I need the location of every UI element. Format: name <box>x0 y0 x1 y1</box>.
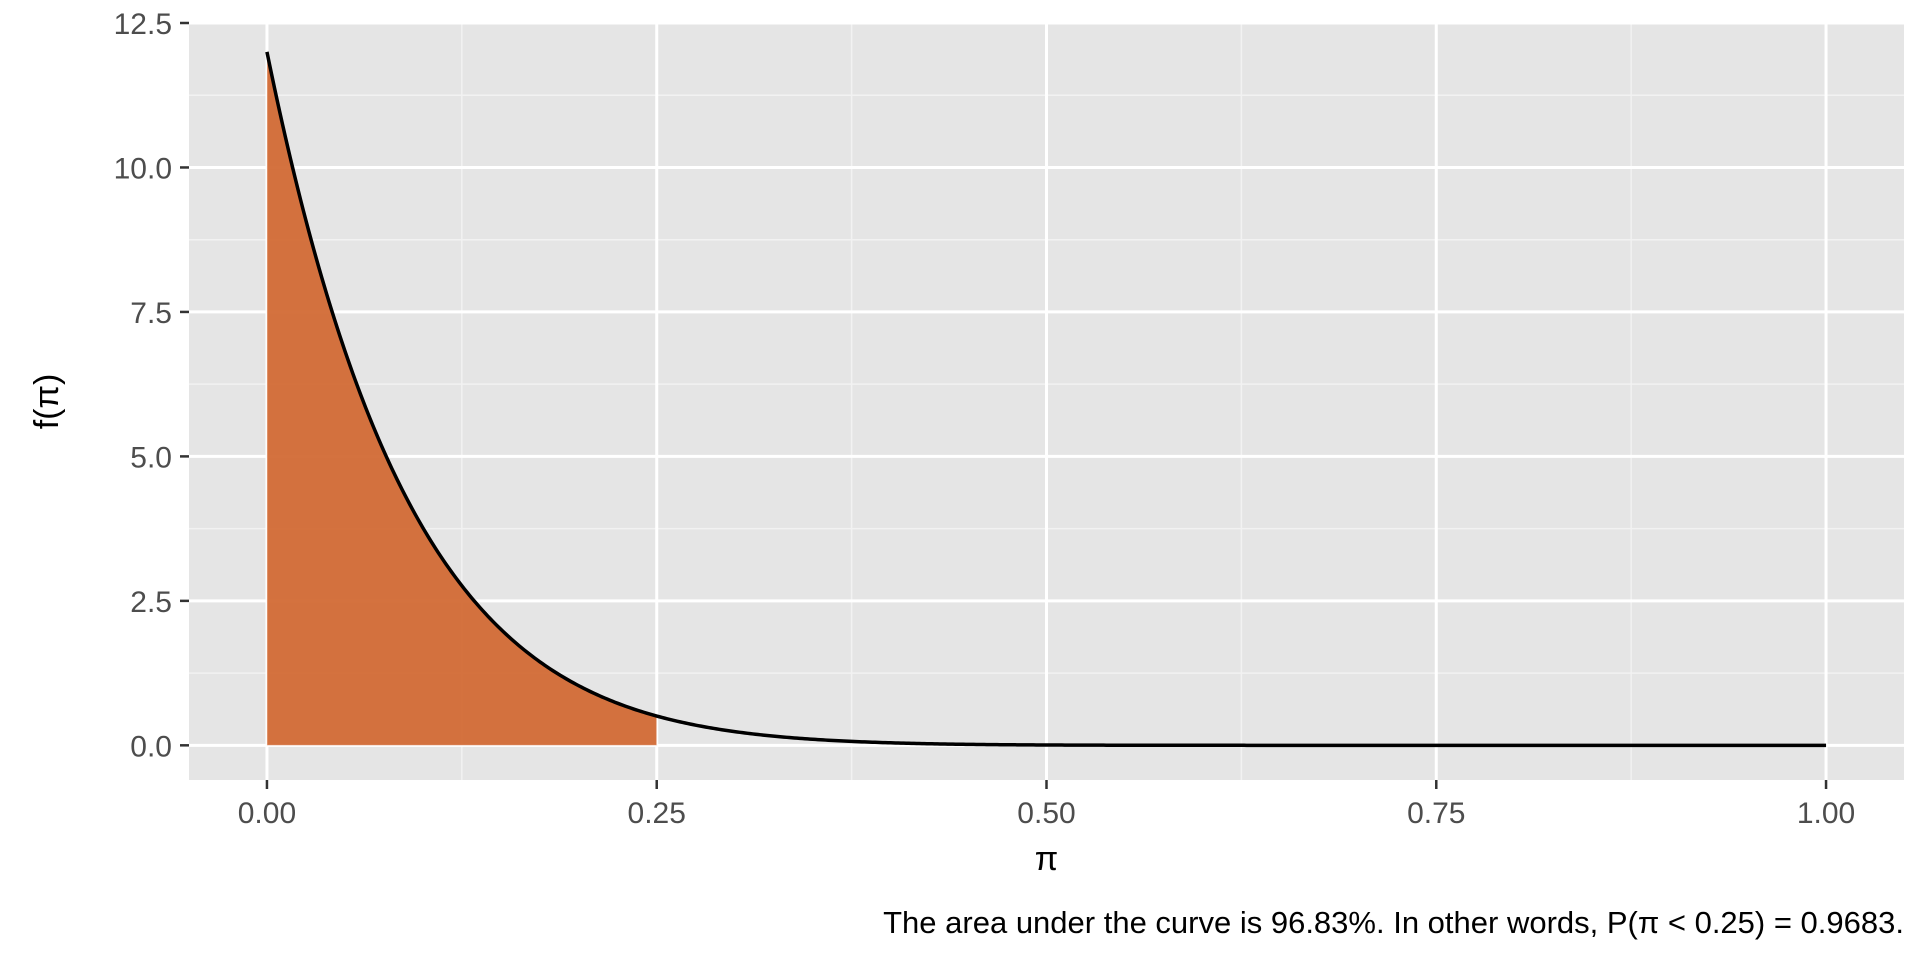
y-tick-label: 10.0 <box>114 152 172 185</box>
x-tick-label: 0.00 <box>238 797 296 830</box>
y-tick-label: 5.0 <box>130 441 172 474</box>
y-tick-label: 7.5 <box>130 297 172 330</box>
y-axis-title: f(π) <box>28 374 66 430</box>
x-tick-label: 0.75 <box>1407 797 1465 830</box>
y-tick-label: 12.5 <box>114 8 172 41</box>
x-tick-label: 0.25 <box>628 797 686 830</box>
y-axis: 0.0 2.5 5.0 7.5 10.0 12.5 <box>114 8 189 763</box>
chart-caption: The area under the curve is 96.83%. In o… <box>883 905 1904 940</box>
y-tick-label: 0.0 <box>130 730 172 763</box>
y-tick-label: 2.5 <box>130 586 172 619</box>
density-curve-layer <box>265 51 1827 748</box>
x-axis: 0.00 0.25 0.50 0.75 1.00 <box>238 780 1855 830</box>
x-axis-title: π <box>1035 840 1058 878</box>
x-tick-label: 1.00 <box>1797 797 1855 830</box>
density-curve <box>265 51 1827 748</box>
x-tick-label: 0.50 <box>1017 797 1075 830</box>
